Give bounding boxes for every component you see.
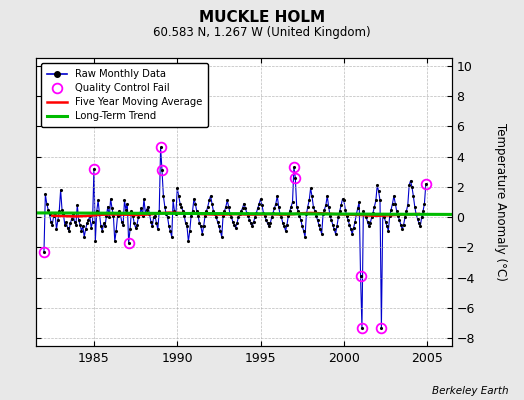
Text: 60.583 N, 1.267 W (United Kingdom): 60.583 N, 1.267 W (United Kingdom) — [153, 26, 371, 39]
Text: Berkeley Earth: Berkeley Earth — [432, 386, 508, 396]
Text: MUCKLE HOLM: MUCKLE HOLM — [199, 10, 325, 25]
Y-axis label: Temperature Anomaly (°C): Temperature Anomaly (°C) — [494, 123, 507, 281]
Legend: Raw Monthly Data, Quality Control Fail, Five Year Moving Average, Long-Term Tren: Raw Monthly Data, Quality Control Fail, … — [41, 63, 208, 127]
